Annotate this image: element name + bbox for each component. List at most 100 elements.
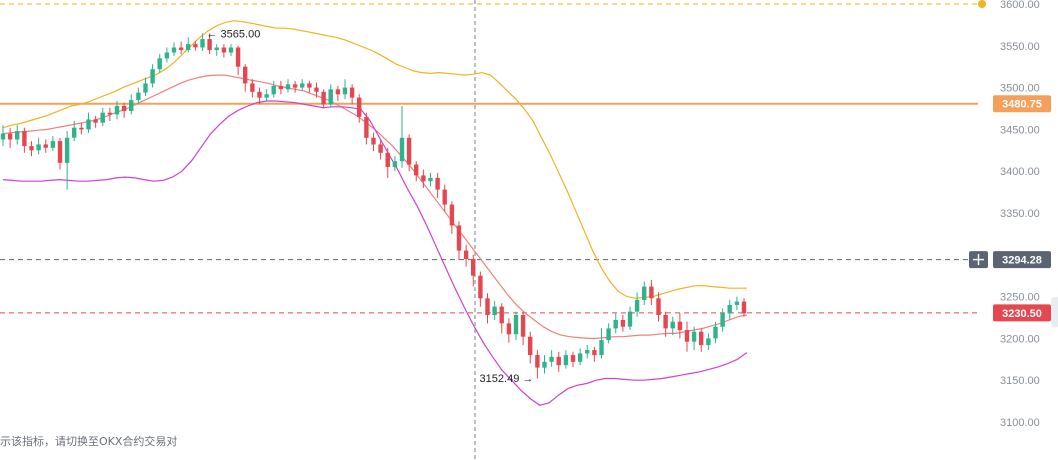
scroll-handle[interactable] [1051, 297, 1058, 327]
candle [79, 122, 84, 135]
candle [129, 94, 134, 115]
candle [285, 79, 291, 93]
candle-body [706, 338, 711, 346]
candle-body [371, 137, 376, 145]
candle-body [250, 83, 255, 92]
candle-body [257, 91, 262, 98]
candle [449, 201, 455, 234]
candle-body [435, 177, 440, 190]
candle [570, 351, 576, 367]
candle-body [506, 323, 512, 335]
candle-body [207, 39, 212, 50]
low-annotation: 3152.49 → [480, 373, 534, 385]
y-tick-label: 3200.00 [1000, 333, 1040, 345]
candle-body [93, 119, 98, 123]
candle-body [7, 133, 13, 140]
candle-body [741, 301, 747, 314]
candle [542, 355, 547, 374]
price-tag-label: 3294.28 [1002, 255, 1042, 267]
y-tick-label: 3500.00 [1000, 83, 1040, 95]
y-axis: 3100.003150.003200.003250.003300.003350.… [1000, 0, 1040, 429]
crosshair-price-tag[interactable]: 3294.28 [969, 251, 1051, 269]
add-alert-button[interactable] [969, 251, 988, 269]
candle [207, 33, 212, 55]
candle-body [392, 161, 398, 168]
candle [613, 313, 618, 334]
candle-body [364, 116, 369, 138]
candle-body [186, 44, 191, 50]
price-line-marker-dot[interactable] [978, 0, 986, 8]
candle [314, 82, 319, 98]
candle [414, 161, 419, 182]
candle-body [570, 355, 576, 362]
candle-body [200, 39, 205, 48]
candle-body [556, 356, 561, 366]
candle-body [428, 177, 433, 182]
bollinger-bands-layer [2, 20, 748, 406]
candle-body [50, 141, 56, 148]
candle-body [421, 175, 426, 182]
candle-body [677, 321, 683, 331]
candle [670, 316, 675, 336]
candle [713, 321, 718, 344]
candle [57, 137, 63, 170]
candle-body [463, 250, 469, 259]
candle [150, 64, 155, 88]
candle [178, 41, 184, 55]
candle-body [585, 350, 590, 354]
candle [649, 279, 654, 305]
candle [292, 80, 298, 93]
candle [64, 131, 70, 190]
candle-body [121, 106, 127, 111]
candle [442, 184, 447, 212]
candle [335, 85, 341, 101]
candle-body [357, 97, 362, 117]
annotations-layer: ← 3565.00 3152.49 → [207, 28, 534, 385]
candle-body [442, 189, 447, 205]
candle-body [414, 164, 419, 176]
candle-body [79, 127, 84, 130]
candle [235, 45, 241, 76]
candle [627, 306, 633, 331]
candle [741, 298, 747, 317]
candle-body [300, 83, 305, 88]
candle-body [663, 315, 668, 329]
candle [171, 42, 177, 56]
candle [214, 44, 219, 56]
candle-body [328, 89, 333, 105]
candle-body [285, 84, 291, 90]
candle [307, 80, 312, 93]
candle-body [136, 92, 141, 101]
candle [620, 314, 626, 332]
candle-body [228, 47, 234, 53]
candle-body [143, 83, 148, 93]
candle [136, 87, 141, 105]
candle-body [670, 321, 675, 329]
candle [193, 40, 198, 51]
last-price-tag[interactable]: 3230.50 [993, 304, 1051, 322]
candle [221, 44, 227, 58]
candle [463, 244, 469, 267]
candle-body [129, 100, 134, 111]
candle-body [720, 313, 725, 327]
candle-body [72, 127, 77, 138]
price-tag-3480[interactable]: 3480.75 [993, 95, 1051, 113]
candle [691, 326, 697, 351]
candle [706, 333, 711, 351]
y-tick-label: 3350.00 [1000, 208, 1040, 220]
candle [642, 281, 647, 305]
candle-body [271, 85, 276, 95]
candle-body [599, 340, 604, 356]
candle [271, 80, 276, 98]
candle [435, 172, 440, 198]
price-tag-label: 3230.50 [1002, 308, 1042, 320]
candle-body [43, 144, 48, 148]
candle-body [107, 112, 113, 115]
candle [485, 293, 490, 324]
candle [592, 346, 597, 362]
candle [371, 132, 376, 152]
candle [421, 169, 426, 188]
candle-body [471, 259, 476, 276]
candle [563, 350, 569, 369]
